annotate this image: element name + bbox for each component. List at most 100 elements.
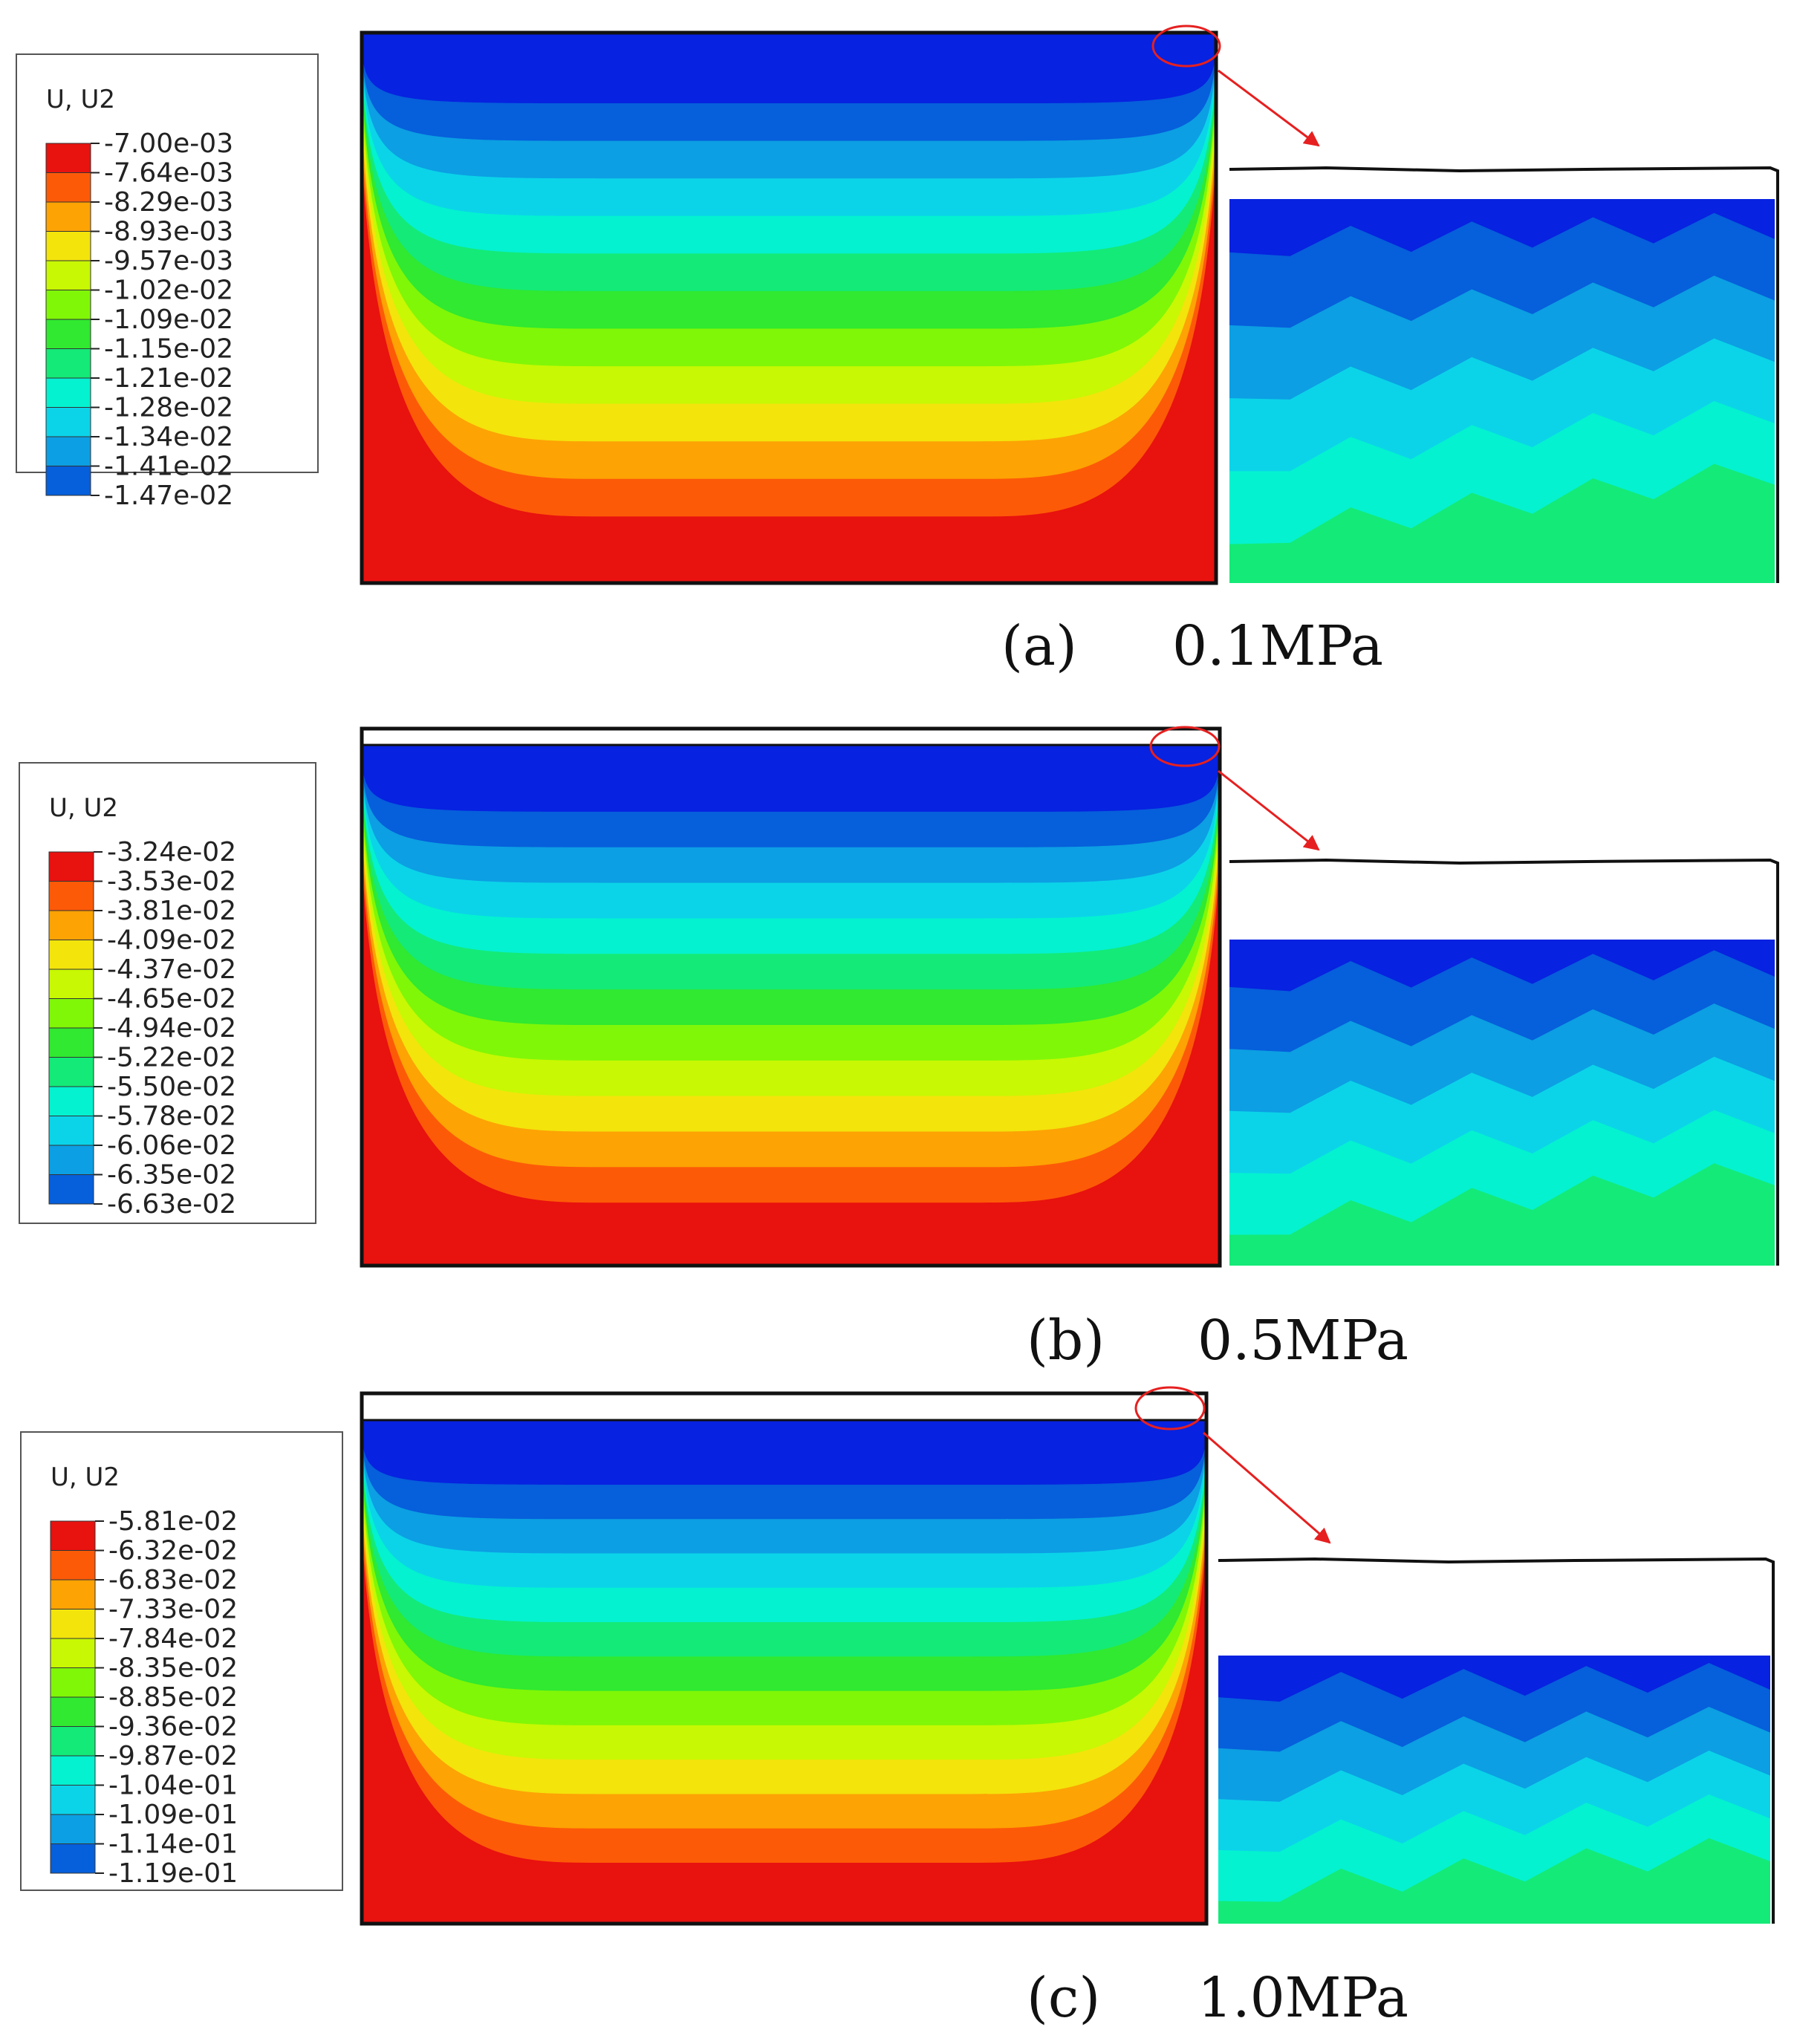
legend-value: -7.84e-02 xyxy=(108,1624,238,1654)
legend-swatch xyxy=(48,1145,94,1175)
legend-swatch xyxy=(48,1174,94,1205)
specimen-outline xyxy=(360,726,1222,1268)
legend-value: -3.81e-02 xyxy=(107,896,236,926)
contour-band xyxy=(362,827,1220,1266)
caption-value: 1.0MPa xyxy=(1198,1966,1408,2030)
legend-value: -3.24e-02 xyxy=(107,837,236,868)
legend-value: -1.15e-02 xyxy=(104,334,233,365)
contour-band xyxy=(362,859,1220,1266)
legend-swatch xyxy=(45,290,91,320)
legend-swatch xyxy=(48,1086,94,1116)
legend-swatch xyxy=(48,969,94,999)
legend-swatch xyxy=(48,881,94,911)
legend-value: -1.21e-02 xyxy=(104,363,233,394)
zoom-outline xyxy=(1218,1557,1775,1924)
legend-swatch xyxy=(48,940,94,970)
legend-value: -5.22e-02 xyxy=(107,1043,236,1073)
legend-swatch xyxy=(48,1057,94,1087)
legend-swatch xyxy=(48,1116,94,1146)
legend-swatch xyxy=(50,1579,96,1610)
legend-value: -6.32e-02 xyxy=(108,1536,238,1566)
legend-value: -3.53e-02 xyxy=(107,867,236,897)
legend-value: -6.83e-02 xyxy=(108,1565,238,1595)
legend-swatch xyxy=(45,172,91,203)
legend-swatch xyxy=(45,348,91,379)
legend-swatch xyxy=(45,143,91,173)
legend-value: -7.64e-03 xyxy=(104,158,233,189)
legend-swatch xyxy=(45,436,91,466)
legend-swatch xyxy=(48,910,94,940)
legend-value: -8.35e-02 xyxy=(108,1653,238,1684)
zoom-arrow xyxy=(1218,769,1320,851)
legend-value: -5.81e-02 xyxy=(108,1506,238,1537)
legend-value: -5.78e-02 xyxy=(107,1101,236,1132)
legend-title: U, U2 xyxy=(49,793,118,823)
legend-value: -1.09e-01 xyxy=(108,1800,238,1830)
specimen-outline xyxy=(360,30,1218,585)
zoom-circle xyxy=(1151,25,1221,68)
legend-value: -1.04e-01 xyxy=(108,1771,238,1801)
caption-label: (a) xyxy=(1001,614,1077,678)
legend-value: -1.41e-02 xyxy=(104,452,233,482)
legend-swatch xyxy=(45,377,91,408)
legend-title: U, U2 xyxy=(51,1462,120,1492)
legend-swatch xyxy=(50,1609,96,1639)
contour-band xyxy=(362,120,1216,583)
zoom-band xyxy=(1229,463,1775,583)
legend-value: -8.29e-03 xyxy=(104,187,233,218)
zoom-arrow xyxy=(1203,1431,1331,1544)
legend-swatch xyxy=(50,1667,96,1698)
zoom-arrow xyxy=(1218,69,1320,147)
legend-swatch xyxy=(50,1520,96,1551)
zoom-band xyxy=(1229,1163,1775,1266)
zoom-circle xyxy=(1134,1386,1206,1431)
legend-value: -7.33e-02 xyxy=(108,1595,238,1625)
legend-value: -1.34e-02 xyxy=(104,422,233,452)
caption-value: 0.5MPa xyxy=(1198,1309,1408,1373)
zoom-outline xyxy=(1229,166,1779,583)
panel-c: U, U2 -5.81e-02-6.32e-02-6.83e-02-7.33e-0… xyxy=(20,1386,1775,2030)
legend-value: -5.50e-02 xyxy=(107,1072,236,1102)
legend-swatch xyxy=(50,1638,96,1668)
legend-value: -4.09e-02 xyxy=(107,925,236,956)
legend-swatch xyxy=(48,1027,94,1058)
contour-band xyxy=(362,1500,1206,1924)
legend-value: -4.94e-02 xyxy=(107,1013,236,1044)
legend-swatch xyxy=(50,1550,96,1581)
legend-value: -1.47e-02 xyxy=(104,481,233,511)
legend-swatch xyxy=(50,1726,96,1757)
legend-swatch xyxy=(45,231,91,261)
legend-swatch xyxy=(50,1814,96,1844)
legend-value: -1.28e-02 xyxy=(104,393,233,423)
specimen-outline xyxy=(360,1391,1209,1926)
legend-swatch xyxy=(45,319,91,349)
legend-swatch xyxy=(45,466,91,496)
panel-a: U, U2 -7.00e-03-7.64e-03-8.29e-03-8.93e-0… xyxy=(16,25,1779,678)
legend-value: -9.36e-02 xyxy=(108,1712,238,1742)
legend-swatch xyxy=(45,201,91,232)
legend-swatch xyxy=(50,1696,96,1727)
legend-value: -9.57e-03 xyxy=(104,246,233,276)
legend-title: U, U2 xyxy=(46,85,115,114)
legend-swatch xyxy=(50,1755,96,1786)
contour-band xyxy=(362,1530,1206,1924)
legend-swatch xyxy=(48,851,94,882)
legend-value: -1.09e-02 xyxy=(104,305,233,335)
caption-value: 0.1MPa xyxy=(1172,614,1383,678)
legend-value: -1.02e-02 xyxy=(104,276,233,306)
legend-value: -1.19e-01 xyxy=(108,1858,238,1889)
legend-swatch xyxy=(45,260,91,290)
caption-label: (c) xyxy=(1027,1966,1100,2030)
legend-value: -4.37e-02 xyxy=(107,954,236,985)
legend-value: -4.65e-02 xyxy=(107,984,236,1015)
legend-value: -6.06e-02 xyxy=(107,1130,236,1161)
legend-value: -6.63e-02 xyxy=(107,1189,236,1220)
zoom-band xyxy=(1218,1838,1770,1924)
legend-value: -8.85e-02 xyxy=(108,1682,238,1713)
legend-value: -9.87e-02 xyxy=(108,1741,238,1771)
caption-label: (b) xyxy=(1027,1309,1105,1373)
legend-swatch xyxy=(50,1785,96,1815)
contour-band xyxy=(362,153,1216,583)
legend-value: -1.14e-01 xyxy=(108,1829,238,1860)
